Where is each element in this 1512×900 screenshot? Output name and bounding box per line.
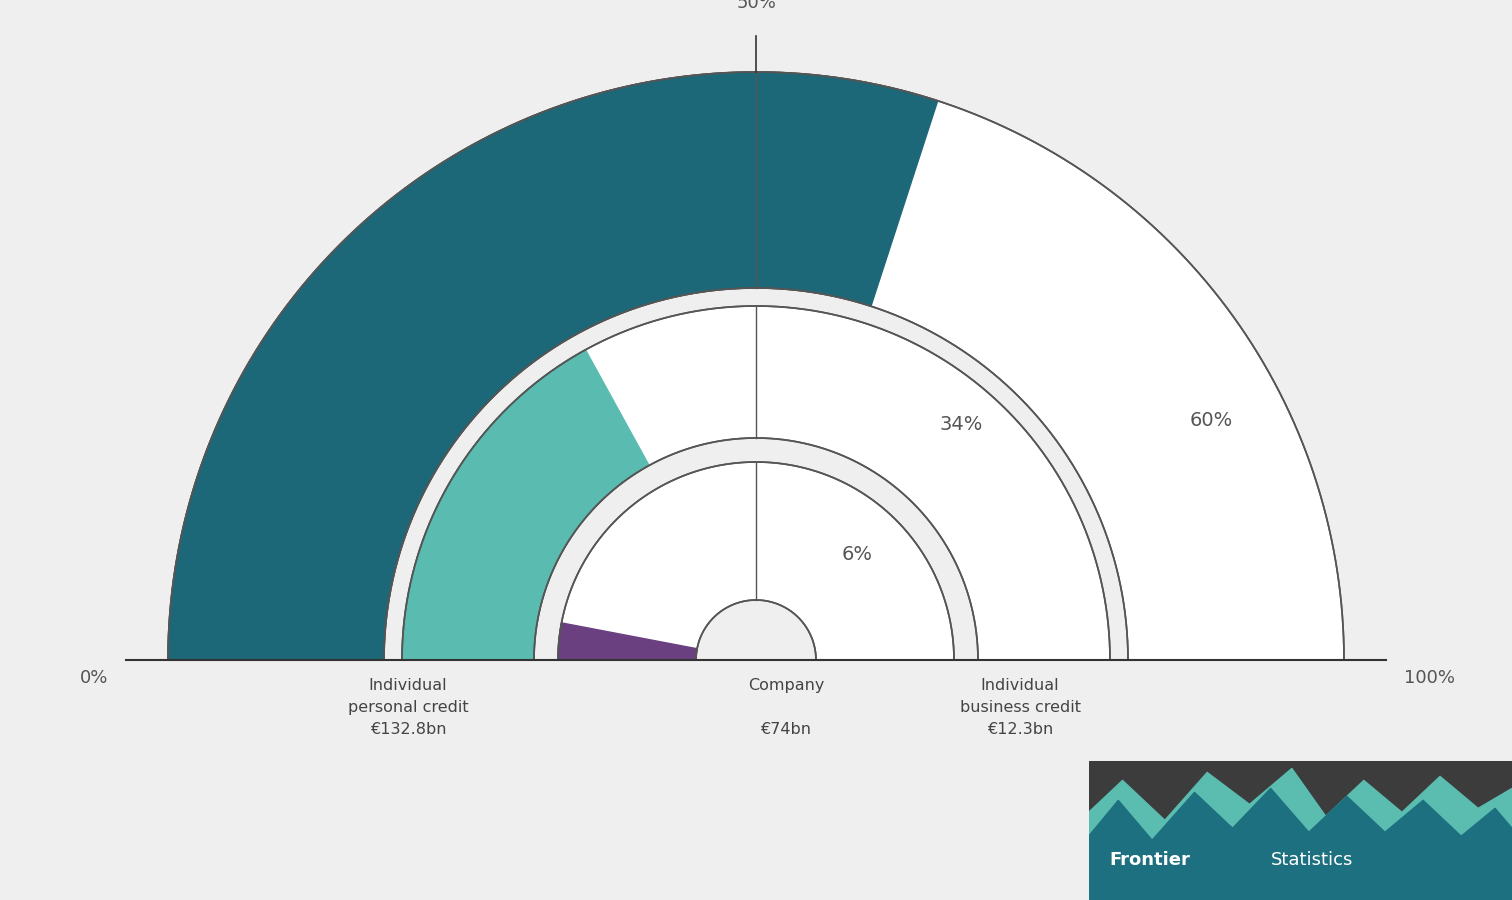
- Text: 6%: 6%: [842, 544, 872, 563]
- Text: 100%: 100%: [1405, 669, 1455, 687]
- Polygon shape: [558, 623, 697, 660]
- Text: 0%: 0%: [80, 669, 107, 687]
- Text: Frontier: Frontier: [1110, 851, 1190, 869]
- Text: Statistics: Statistics: [1270, 851, 1353, 869]
- Polygon shape: [402, 350, 649, 660]
- Polygon shape: [402, 306, 1110, 660]
- Polygon shape: [558, 462, 954, 660]
- Text: 34%: 34%: [939, 415, 983, 434]
- Polygon shape: [1089, 788, 1512, 900]
- Polygon shape: [168, 72, 937, 660]
- Text: 50%: 50%: [736, 0, 776, 12]
- Polygon shape: [1089, 769, 1512, 900]
- Text: 60%: 60%: [1190, 410, 1232, 429]
- Text: Individual
personal credit
€132.8bn: Individual personal credit €132.8bn: [348, 678, 469, 737]
- Text: Individual
business credit
€12.3bn: Individual business credit €12.3bn: [960, 678, 1081, 737]
- Text: Company

€74bn: Company €74bn: [748, 678, 824, 737]
- Polygon shape: [168, 72, 1344, 660]
